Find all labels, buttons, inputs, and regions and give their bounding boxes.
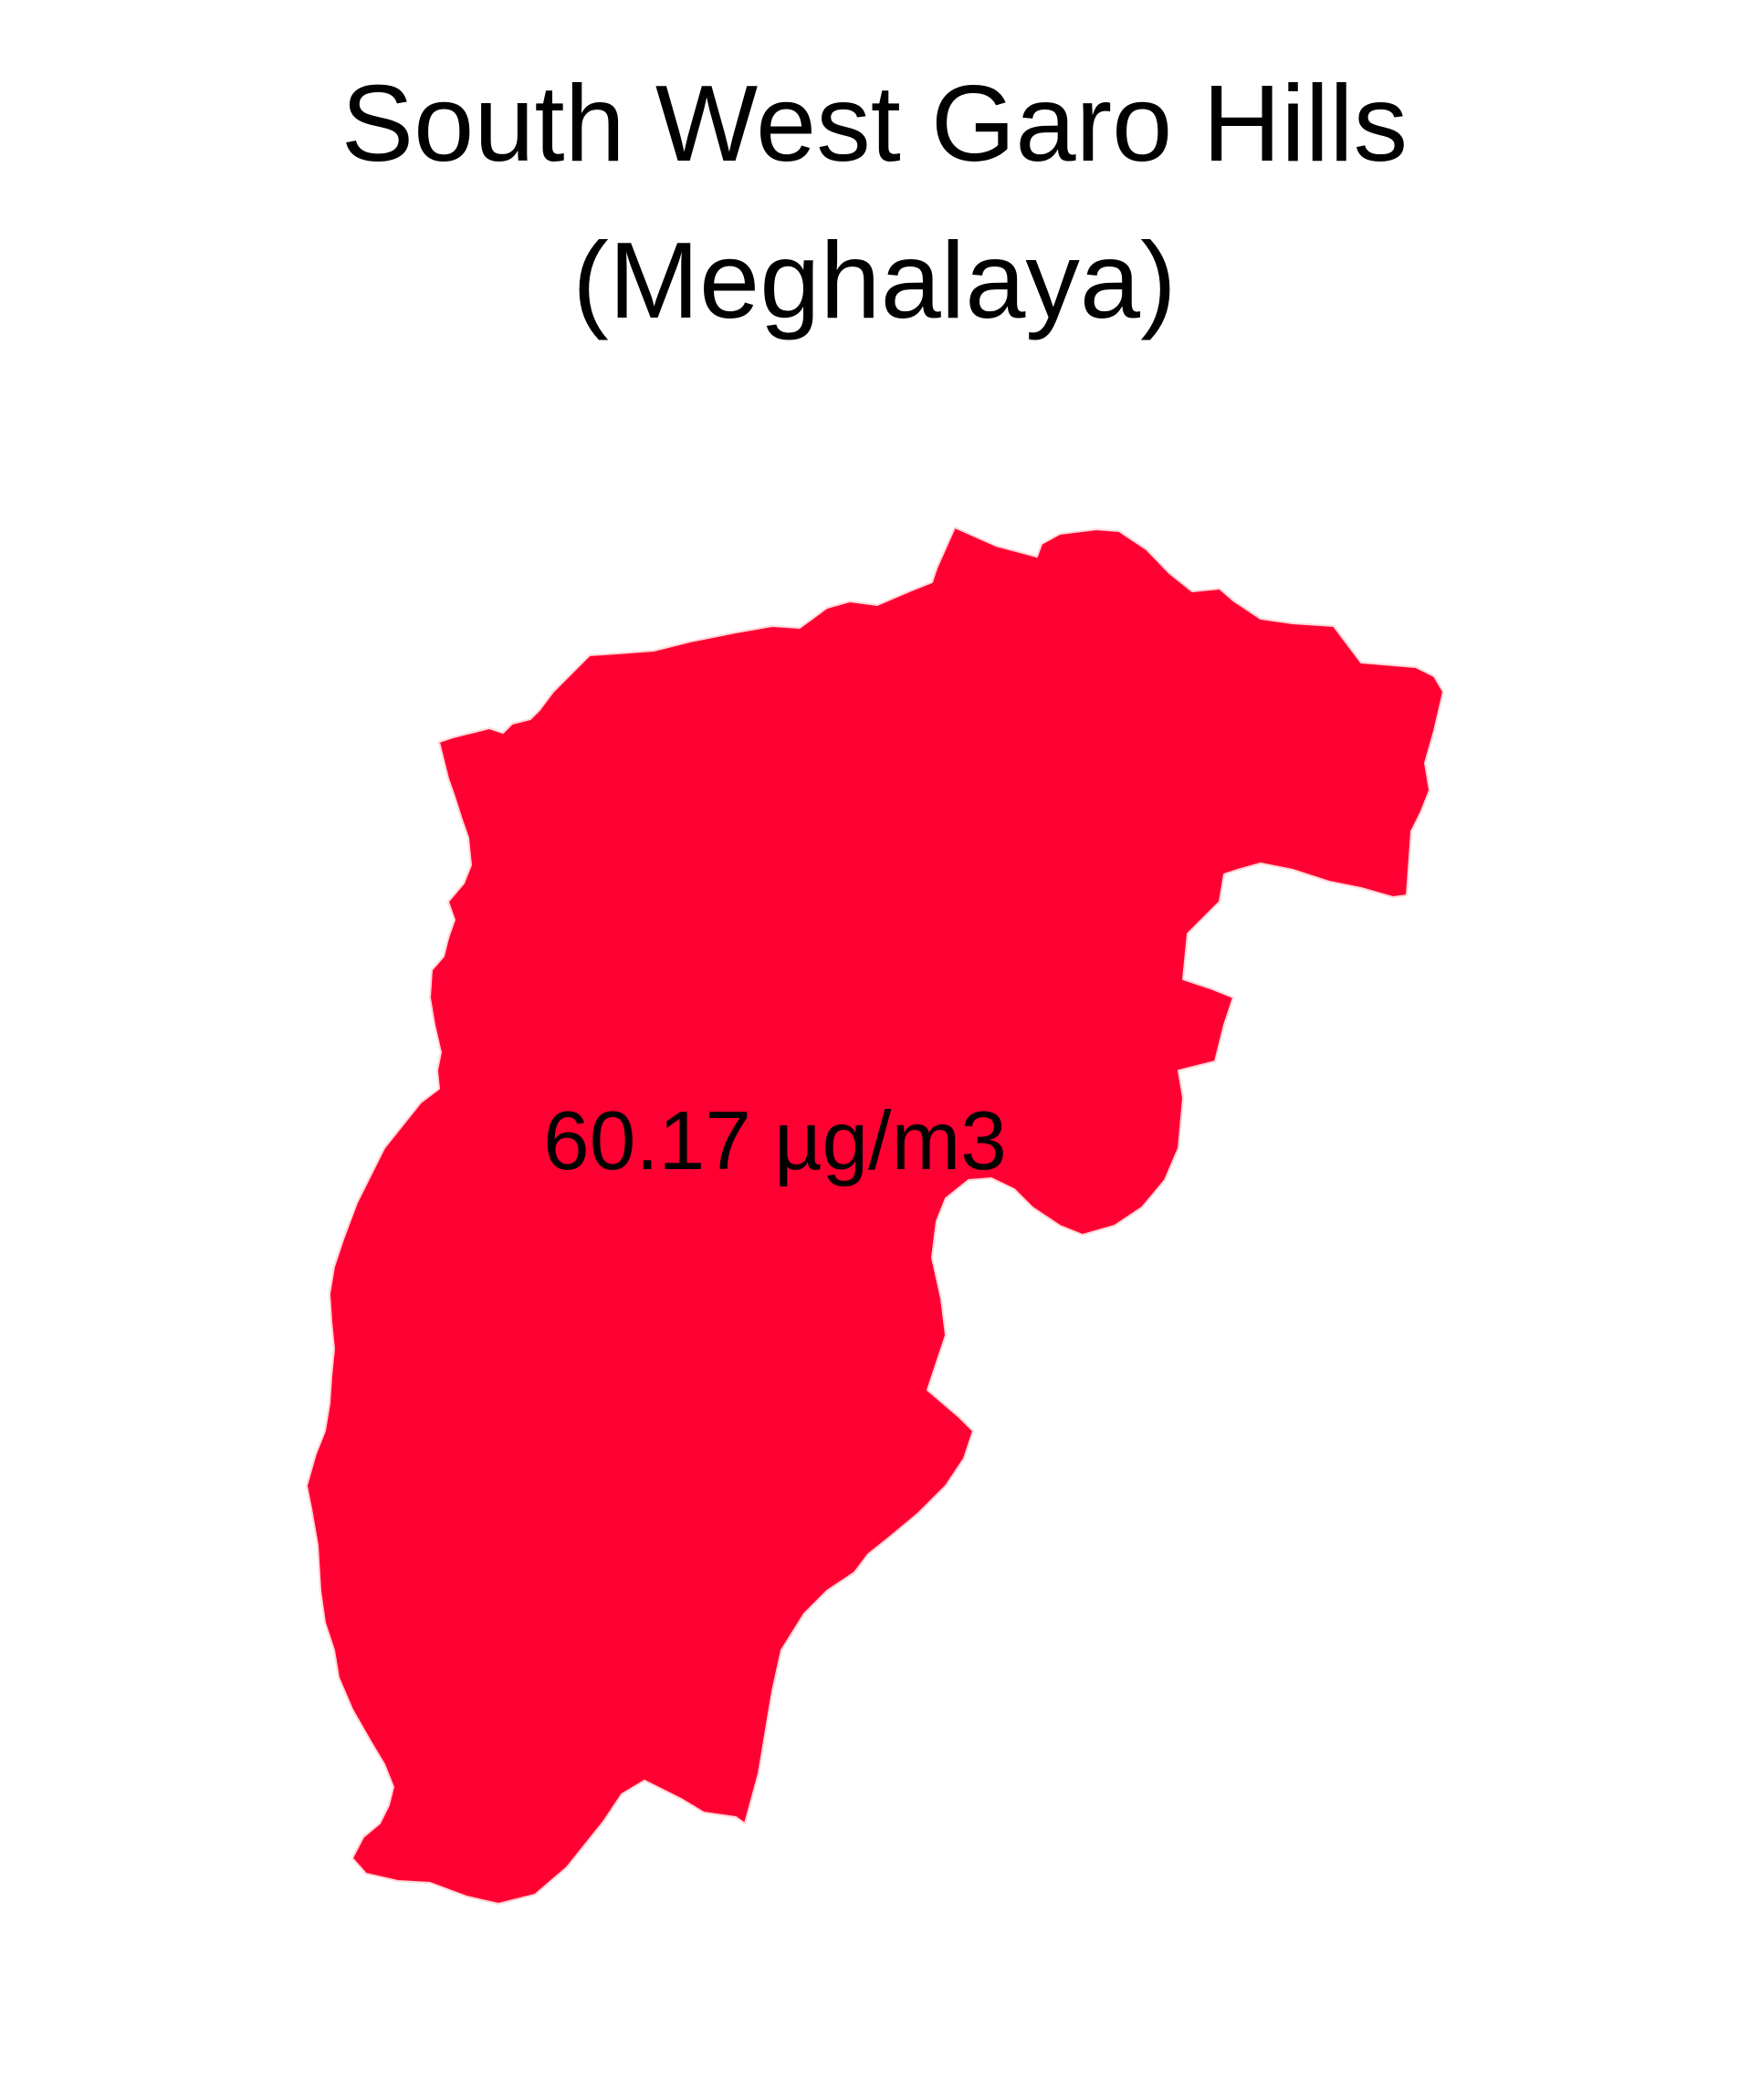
region-value-label: 60.17 µg/m3 xyxy=(543,1095,1007,1187)
map-title-line-2: (Meghalaya) xyxy=(572,220,1176,341)
district-region-shape xyxy=(306,527,1444,1905)
map-title-line-1: South West Garo Hills xyxy=(341,63,1408,184)
